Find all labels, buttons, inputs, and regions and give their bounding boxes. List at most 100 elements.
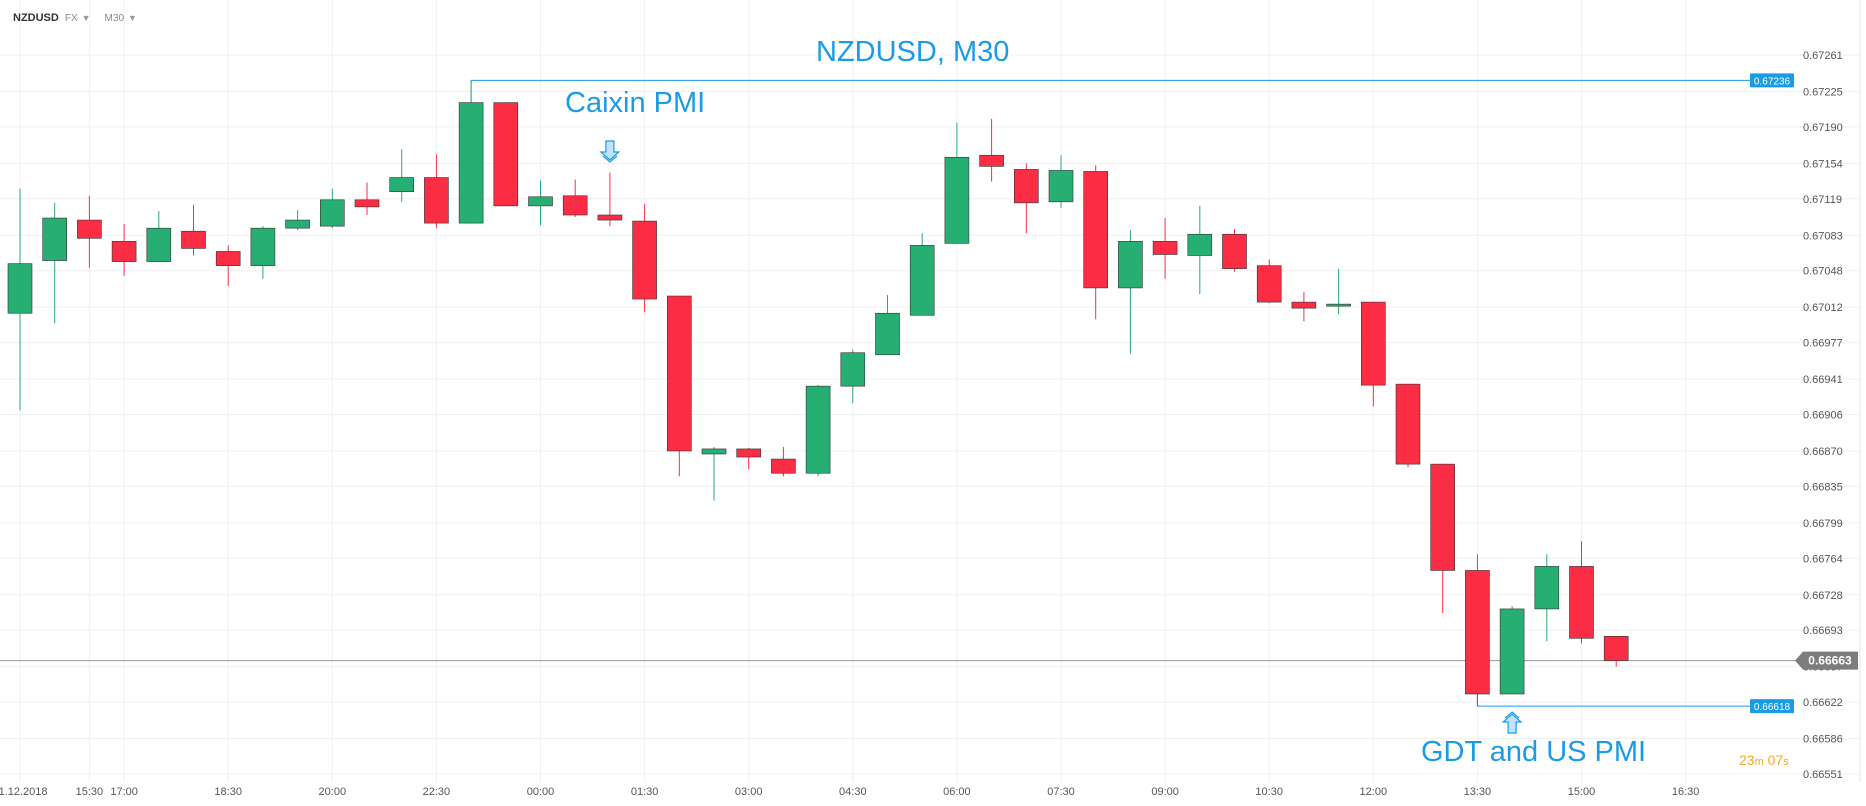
candle-bearish (1083, 171, 1108, 289)
y-tick-label: 0.67190 (1803, 122, 1843, 134)
candle-bearish (1603, 635, 1629, 661)
candle-bullish (1326, 303, 1351, 307)
y-tick-label: 0.66941 (1803, 374, 1843, 386)
candle-bullish (458, 102, 484, 224)
candle-bearish (1569, 566, 1594, 639)
candle-bullish (1499, 608, 1525, 695)
candle-bearish (215, 251, 241, 266)
x-tick-label: 17:00 (110, 786, 138, 798)
y-tick-label: 0.66693 (1803, 625, 1843, 637)
candle-bullish (285, 219, 310, 229)
candle-bearish (1465, 570, 1490, 695)
high-marker-tag-label: 0.67236 (1754, 76, 1791, 87)
candle-bullish (1187, 233, 1213, 256)
x-tick-label: 07:30 (1047, 786, 1075, 798)
chart-title: NZDUSD, M30 (816, 36, 1010, 68)
candle-bearish (1152, 241, 1178, 255)
candle-bearish (771, 458, 796, 474)
candle-bullish (1048, 170, 1074, 203)
candle-bullish (42, 217, 68, 261)
candle-bearish (181, 230, 206, 249)
arrow-up-icon (1501, 711, 1523, 734)
timeframe-dropdown-icon[interactable]: ▼ (128, 13, 137, 23)
y-tick-label: 0.66764 (1803, 553, 1843, 565)
candle-bullish (146, 227, 172, 262)
timer-minutes: 23 (1739, 752, 1755, 768)
candle-bullish (250, 227, 276, 266)
annotation-caixin-pmi: Caixin PMI (565, 87, 706, 119)
market-label[interactable]: FX (64, 12, 78, 24)
timer-minutes-unit: m (1754, 756, 1764, 768)
timer-seconds: 07 (1767, 752, 1784, 768)
candle-bullish (1534, 566, 1560, 610)
x-tick-label: 16:30 (1672, 786, 1700, 798)
candle-bullish (1118, 241, 1143, 289)
candle-bearish (1291, 301, 1317, 309)
candle-bullish (389, 177, 415, 193)
y-tick-label: 0.67083 (1803, 230, 1843, 242)
x-tick-label: 22:30 (423, 786, 451, 798)
candle-bullish (528, 196, 553, 207)
low-marker-tag-label: 0.66618 (1754, 702, 1791, 713)
x-tick-label: 18:30 (214, 786, 242, 798)
candle-bearish (666, 295, 692, 452)
candle-bearish (632, 220, 657, 300)
market-dropdown-icon[interactable]: ▼ (81, 13, 91, 23)
current-price-tag (1795, 651, 1858, 670)
candle-bearish (354, 199, 380, 208)
x-tick-label: 09:00 (1151, 786, 1179, 798)
symbol-label[interactable]: NZDUSD (13, 12, 59, 24)
timeframe-label[interactable]: M30 (104, 12, 124, 24)
y-tick-label: 0.67119 (1803, 194, 1842, 206)
high-marker-tag (1750, 73, 1794, 88)
x-tick-label: 12:00 (1360, 786, 1388, 798)
candle-bearish (111, 241, 137, 262)
candle-bullish (909, 245, 935, 316)
y-tick-label: 0.67261 (1803, 50, 1843, 62)
low-marker-line (1476, 693, 1752, 707)
x-tick-label: 03:00 (735, 786, 763, 798)
y-tick-label: 0.66835 (1803, 481, 1843, 493)
candle-bullish (944, 156, 970, 244)
x-tick-label: 06:00 (943, 786, 971, 798)
candle-bearish (979, 154, 1004, 167)
candle-bearish (1361, 301, 1386, 386)
x-tick-label: 15:30 (76, 786, 104, 798)
y-tick-label: 0.66906 (1803, 410, 1843, 422)
candle-bearish (1430, 463, 1455, 571)
x-tick-label: 13:30 (1464, 786, 1492, 798)
y-tick-label: 0.66551 (1803, 769, 1843, 781)
x-tick-label: 00:00 (527, 786, 555, 798)
y-tick-label: 0.66622 (1803, 697, 1843, 709)
y-tick-label: 0.67154 (1803, 158, 1843, 170)
low-marker-tag (1750, 699, 1794, 714)
candle-bearish (1222, 233, 1247, 269)
y-tick-label: 0.67225 (1803, 86, 1843, 98)
y-tick-label: 0.66586 (1803, 734, 1843, 746)
y-tick-label: 0.66870 (1803, 446, 1843, 458)
candle-bullish (805, 385, 831, 474)
candle-bearish (77, 219, 102, 239)
y-tick-label: 0.66728 (1803, 590, 1843, 602)
y-tick-label: 0.66799 (1803, 518, 1843, 530)
x-tick-label: 15:00 (1568, 786, 1596, 798)
candle-bearish (736, 448, 762, 458)
candle-countdown: 23m 07s (1739, 752, 1789, 768)
candle-bearish (1395, 383, 1421, 465)
candle-bearish (597, 214, 623, 221)
arrow-down-icon (599, 140, 621, 163)
candle-bullish (319, 199, 345, 227)
candle-bearish (493, 102, 519, 207)
current-price-label: 0.66663 (1808, 654, 1852, 668)
timer-seconds-unit: s (1783, 756, 1789, 768)
y-tick-label: 0.66977 (1803, 338, 1843, 350)
y-tick-label: 0.67012 (1803, 302, 1843, 314)
x-tick-label: 31.12.2018 (0, 786, 48, 798)
candle-bullish (7, 263, 33, 314)
candle-bullish (701, 448, 727, 455)
annotation-gdt-us-pmi: GDT and US PMI (1421, 736, 1647, 768)
candle-bearish (424, 177, 449, 224)
candle-bearish (1013, 169, 1039, 204)
y-tick-label: 0.67048 (1803, 266, 1843, 278)
